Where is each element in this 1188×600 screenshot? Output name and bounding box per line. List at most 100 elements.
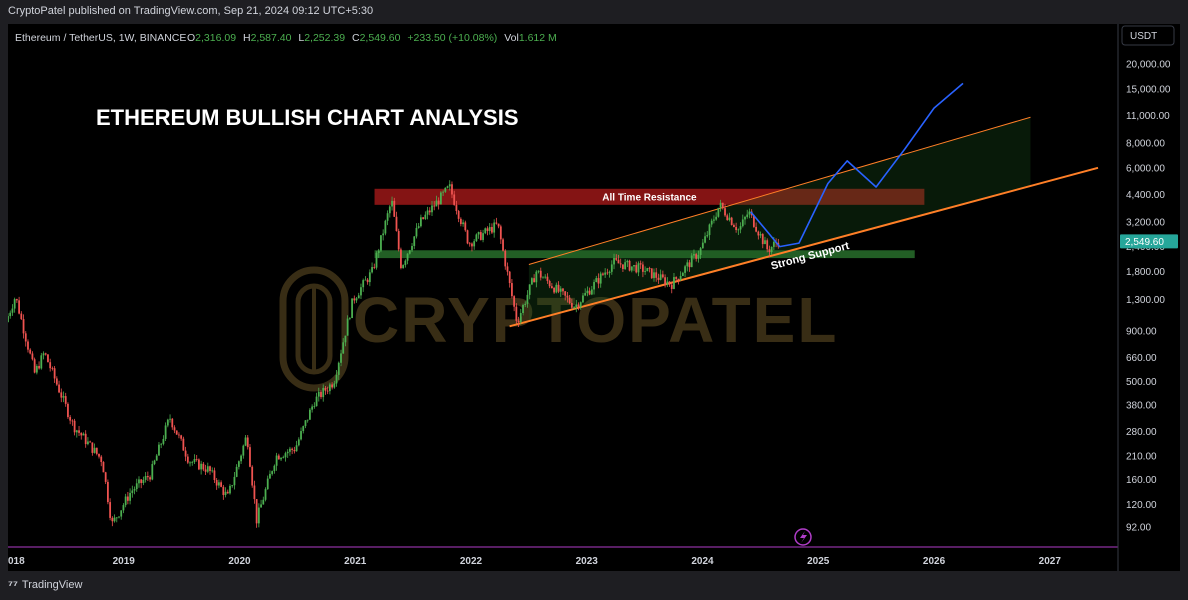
candle-body (648, 268, 651, 269)
candle-body (160, 443, 163, 445)
candle-body (7, 316, 9, 322)
candle-body (457, 210, 460, 219)
open-label: O (187, 32, 195, 44)
candle-body (24, 333, 27, 342)
candle-body (333, 383, 336, 388)
time-tick-label: 2026 (923, 556, 946, 567)
candle-body (548, 280, 551, 287)
candle-body (38, 365, 40, 369)
bullish-projection-line[interactable] (750, 82, 964, 248)
tradingview-icon: ⁷⁷ (8, 578, 18, 592)
candle-body (453, 194, 456, 205)
candle-body (446, 186, 449, 188)
candle-body (464, 222, 467, 231)
time-tick-label: 2023 (576, 556, 599, 567)
candle-body (53, 368, 56, 379)
candle-body (562, 288, 564, 292)
candle-body (320, 391, 322, 398)
time-tick-label: 2019 (113, 556, 136, 567)
candle-body (746, 214, 749, 217)
all-time-resistance-zone[interactable] (374, 188, 925, 205)
candle-body (622, 264, 624, 269)
candle-body (586, 290, 589, 294)
candle-body (599, 273, 602, 284)
candle-body (568, 297, 571, 304)
candle-body (35, 365, 38, 373)
candle-body (573, 307, 575, 308)
time-tick-label: 2027 (1039, 556, 1062, 567)
candle-body (584, 293, 587, 296)
candle-body (459, 218, 462, 225)
candle-body (491, 227, 493, 233)
candle-body (249, 447, 251, 467)
candle-body (435, 200, 438, 207)
chart-area[interactable]: CRYPTOPATEL All Time Resistance Strong S… (7, 24, 1180, 571)
candle-body (668, 281, 671, 285)
candle-body (595, 278, 598, 283)
candle-body (138, 479, 140, 484)
candle-body (413, 236, 416, 246)
candle-body (766, 240, 769, 250)
candle-body (80, 432, 83, 436)
candle-body (47, 354, 49, 363)
candle-body (417, 226, 420, 228)
strong-support-zone[interactable] (374, 250, 915, 259)
candle-body (451, 184, 453, 195)
candle-body (351, 298, 353, 318)
candle-body (606, 272, 609, 274)
candle-body (340, 353, 342, 363)
candle-body (688, 262, 691, 268)
candle-body (530, 278, 533, 285)
candle-body (744, 216, 746, 220)
candle-body (675, 277, 678, 279)
channel-upper-line[interactable] (528, 116, 1031, 265)
candle-body (411, 245, 413, 251)
candle-body (171, 418, 174, 428)
candle-body (251, 466, 254, 486)
currency-button[interactable]: USDT (1121, 25, 1175, 46)
candle-body (695, 254, 698, 259)
candle-body (69, 417, 72, 421)
lightning-icon[interactable] (794, 528, 812, 546)
candle-body (293, 449, 296, 452)
candle-body (9, 312, 12, 317)
candle-body (260, 504, 262, 508)
candle-body (129, 492, 131, 501)
candle-body (55, 378, 58, 385)
low-label: L (298, 32, 304, 44)
candle-body (313, 406, 316, 407)
candle-body (22, 319, 25, 334)
candle-body (395, 216, 398, 231)
candle-body (231, 485, 234, 487)
tradingview-logo[interactable]: ⁷⁷ TradingView (8, 578, 82, 592)
candle-body (240, 455, 242, 462)
candle-body (300, 431, 302, 440)
candle-body (153, 460, 156, 465)
watermark-text: CRYPTOPATEL (353, 284, 838, 356)
candle-body (91, 442, 94, 453)
candle-body (424, 214, 427, 219)
candle-body (522, 304, 524, 314)
channel-lower-line[interactable] (509, 166, 1099, 328)
price-axis[interactable]: 92.00 120.00 160.00 210.00 280.00 380.00 500.0… (1126, 60, 1171, 534)
time-axis[interactable]: 018 2019 2020 2021 2022 2023 2024 2025 2026 2027 (8, 556, 1061, 567)
candle-body (553, 287, 555, 293)
price-chart[interactable]: CRYPTOPATEL All Time Resistance Strong S… (7, 24, 1180, 571)
candle-body (495, 222, 498, 224)
candle-body (386, 213, 389, 221)
candle-body (608, 271, 611, 274)
close-label: C (352, 32, 360, 44)
candle-body (93, 447, 96, 453)
publication-info: CryptoPatel published on TradingView.com… (0, 0, 1188, 22)
candle-body (519, 313, 522, 323)
candle-body (295, 445, 298, 452)
candle-body (391, 200, 393, 207)
price-tick-label: 660.00 (1126, 353, 1157, 364)
candle-body (348, 317, 351, 319)
candle-body (175, 430, 178, 435)
candle-body (764, 240, 766, 245)
candle-body (659, 274, 662, 280)
candle-body (726, 215, 729, 221)
candle-body (439, 192, 442, 205)
candle-body (162, 438, 165, 444)
